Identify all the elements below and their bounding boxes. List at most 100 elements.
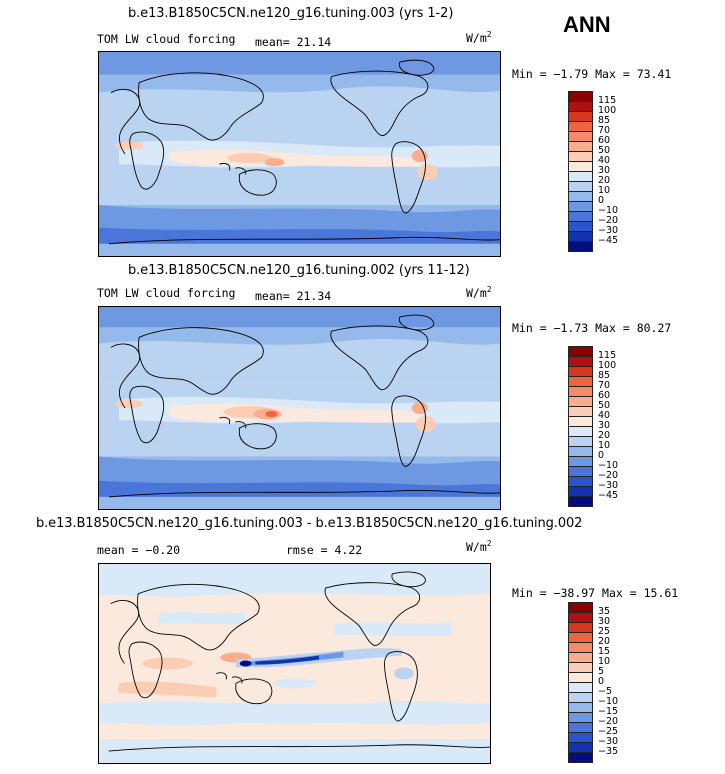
panel-2-min-value: −1.73 bbox=[553, 321, 589, 335]
colorbar-swatch bbox=[568, 356, 593, 367]
colorbar-swatch bbox=[568, 111, 593, 122]
colorbar-level-label: 70 bbox=[598, 380, 611, 391]
panel-1-max-label: Max = bbox=[595, 67, 630, 81]
colorbar-level-label: −30 bbox=[598, 225, 619, 236]
colorbar-swatch bbox=[568, 486, 593, 497]
panel-3-max-value: 15.61 bbox=[643, 586, 679, 600]
panel-1-map-svg bbox=[99, 52, 500, 256]
panel-3-min-label: Min = bbox=[512, 586, 547, 600]
colorbar-swatch bbox=[568, 346, 593, 357]
colorbar-level-label: −10 bbox=[598, 696, 619, 707]
panel-2-title: b.e13.B1850C5CN.ne120_g16.tuning.002 (yr… bbox=[128, 263, 470, 278]
colorbar-level-label: −30 bbox=[598, 736, 619, 747]
colorbar-level-label: −10 bbox=[598, 205, 619, 216]
colorbar-level-label: 20 bbox=[598, 175, 611, 186]
colorbar-swatch bbox=[568, 742, 593, 753]
colorbar-level-label: 25 bbox=[598, 626, 611, 637]
colorbar-level-label: −45 bbox=[598, 235, 619, 246]
colorbar-swatch bbox=[568, 732, 593, 743]
panel-1-min-value: −1.79 bbox=[553, 67, 589, 81]
colorbar-swatch bbox=[568, 376, 593, 387]
colorbar-level-label: 30 bbox=[598, 420, 611, 431]
panel-3-min-max: Min = −38.97 Max = 15.61 bbox=[512, 586, 678, 600]
panel-1-min-label: Min = bbox=[512, 67, 547, 81]
colorbar-swatch bbox=[568, 642, 593, 653]
panel-3-title: b.e13.B1850C5CN.ne120_g16.tuning.003 - b… bbox=[36, 516, 583, 531]
colorbar-level-label: −20 bbox=[598, 215, 619, 226]
colorbar-level-label: −5 bbox=[598, 686, 613, 697]
colorbar-swatch bbox=[568, 406, 593, 417]
colorbar-swatch bbox=[568, 456, 593, 467]
colorbar-level-label: 10 bbox=[598, 185, 611, 196]
colorbar-level-label: −35 bbox=[598, 746, 619, 757]
panel-1-colorbar: 115 100 85 70 60 50 40 30 20 10 0 −10 −20 −30 −45 bbox=[568, 91, 628, 252]
colorbar-swatch bbox=[568, 682, 593, 693]
colorbar-swatch bbox=[568, 366, 593, 377]
colorbar-swatch bbox=[568, 692, 593, 703]
colorbar-swatch bbox=[568, 101, 593, 112]
colorbar-swatch bbox=[568, 386, 593, 397]
colorbar-level-label: −15 bbox=[598, 706, 619, 717]
colorbar-swatch bbox=[568, 241, 593, 252]
season-label: ANN bbox=[563, 12, 611, 37]
colorbar-swatch bbox=[568, 426, 593, 437]
colorbar-swatch bbox=[568, 121, 593, 132]
colorbar-swatch bbox=[568, 91, 593, 102]
panel-2-map bbox=[98, 306, 501, 510]
colorbar-swatch bbox=[568, 476, 593, 487]
colorbar-swatch bbox=[568, 221, 593, 232]
panel-1-max-value: 73.41 bbox=[636, 67, 672, 81]
panel-3-map-svg bbox=[99, 564, 490, 763]
panel-3-mean-value: −0.20 bbox=[145, 543, 181, 557]
panel-3-rmse-label: rmse = bbox=[286, 543, 328, 557]
colorbar-swatch bbox=[568, 396, 593, 407]
colorbar-level-label: −30 bbox=[598, 480, 619, 491]
panel-3-mean-label: mean = bbox=[97, 543, 139, 557]
colorbar-level-label: 0 bbox=[598, 450, 605, 461]
colorbar-swatch bbox=[568, 151, 593, 162]
panel-2-max-value: 80.27 bbox=[636, 321, 672, 335]
panel-2-max-label: Max = bbox=[595, 321, 630, 335]
panel-1-min-max: Min = −1.79 Max = 73.41 bbox=[512, 67, 671, 81]
colorbar-swatch bbox=[568, 712, 593, 723]
colorbar-level-label: 40 bbox=[598, 410, 611, 421]
colorbar-level-label: −45 bbox=[598, 490, 619, 501]
colorbar-level-label: 30 bbox=[598, 616, 611, 627]
colorbar-level-label: 100 bbox=[598, 105, 617, 116]
colorbar-level-label: 60 bbox=[598, 390, 611, 401]
panel-2-min-max: Min = −1.73 Max = 80.27 bbox=[512, 321, 671, 335]
colorbar-swatch bbox=[568, 446, 593, 457]
panel-3-rmse: rmse = 4.22 bbox=[286, 543, 362, 557]
panel-3-mean: mean = −0.20 bbox=[97, 543, 180, 557]
panel-3-max-label: Max = bbox=[602, 586, 637, 600]
colorbar-level-label: 30 bbox=[598, 165, 611, 176]
colorbar-swatch bbox=[568, 652, 593, 663]
colorbar-level-label: 10 bbox=[598, 440, 611, 451]
colorbar-swatch bbox=[568, 622, 593, 633]
panel-1-mean-label: mean= bbox=[255, 35, 290, 49]
colorbar-swatch bbox=[568, 211, 593, 222]
colorbar-level-label: −10 bbox=[598, 460, 619, 471]
panel-1-map bbox=[98, 51, 501, 257]
panel-3-map bbox=[98, 563, 491, 764]
colorbar-swatch bbox=[568, 752, 593, 763]
colorbar-swatch bbox=[568, 662, 593, 673]
colorbar-level-label: 15 bbox=[598, 646, 611, 657]
colorbar-level-label: 5 bbox=[598, 666, 605, 677]
colorbar-level-label: 0 bbox=[598, 195, 605, 206]
colorbar-swatch bbox=[568, 161, 593, 172]
colorbar-swatch bbox=[568, 181, 593, 192]
colorbar-swatch bbox=[568, 191, 593, 202]
colorbar-level-label: −20 bbox=[598, 716, 619, 727]
panel-3-colorbar: 35 30 25 20 15 10 5 0 −5 −10 −15 −20 −25 −30 −35 bbox=[568, 602, 628, 763]
panel-1-mean-value: 21.14 bbox=[296, 35, 332, 49]
colorbar-swatch bbox=[568, 612, 593, 623]
colorbar-level-label: 50 bbox=[598, 400, 611, 411]
panel-1-units: W/m2 bbox=[466, 30, 492, 45]
panel-2-units: W/m2 bbox=[466, 285, 492, 300]
colorbar-swatch bbox=[568, 702, 593, 713]
panel-3-min-value: −38.97 bbox=[553, 586, 596, 600]
colorbar-level-label: 40 bbox=[598, 155, 611, 166]
panel-1-title: b.e13.B1850C5CN.ne120_g16.tuning.003 (yr… bbox=[128, 6, 454, 21]
panel-3-units: W/m2 bbox=[466, 539, 492, 554]
